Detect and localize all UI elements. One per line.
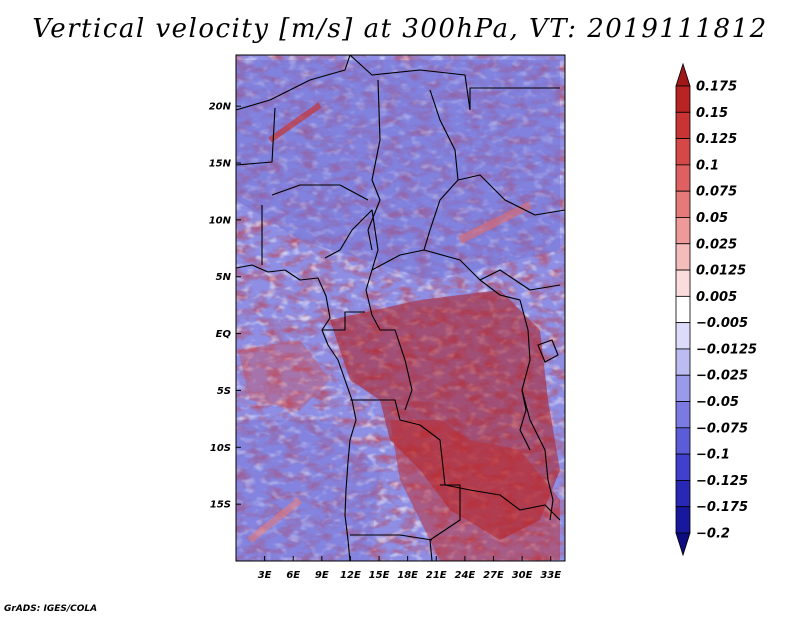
- lat-tick-label: 15N: [209, 159, 232, 170]
- lon-tick-label: 6E: [286, 570, 300, 581]
- field-layer: [236, 55, 565, 561]
- sahel-streak-2: [458, 201, 532, 244]
- colorbar-label: 0.025: [696, 237, 737, 252]
- colorbar-label: 0.175: [696, 80, 737, 95]
- lon-tick-label: 12E: [340, 570, 361, 581]
- lon-tick-label: 33E: [540, 570, 561, 581]
- colorbar-label: 0.0125: [696, 264, 746, 279]
- colorbar-segment: [675, 506, 691, 534]
- boundary-south-sudan: [479, 269, 561, 291]
- lat-tick-label: 5N: [216, 272, 232, 283]
- colorbar-label: −0.175: [696, 500, 748, 515]
- boundary-niger-nigeria: [271, 184, 369, 201]
- colorbar-segment: [675, 348, 691, 376]
- lat-tick-label: 5S: [217, 386, 231, 397]
- boundary-algeria-libya: [236, 55, 351, 111]
- colorbar-label: −0.2: [696, 527, 730, 542]
- colorbar-segment: [675, 295, 691, 324]
- lat-tick-label: 15S: [210, 500, 231, 511]
- country-boundaries: [236, 55, 565, 561]
- colorbar-segment: [675, 164, 691, 192]
- lat-tick-label: 20N: [209, 102, 232, 113]
- colorbar: 0.175 0.15 0.125 0.1 0.075 0.05 0.025 0.0125 0.0…: [675, 62, 757, 557]
- boundary-mali-niger: [236, 107, 276, 166]
- colorbar-label: −0.05: [696, 395, 739, 410]
- lon-tick-label: 9E: [315, 570, 329, 581]
- boundary-niger-chad: [367, 79, 381, 251]
- colorbar-label: −0.125: [696, 474, 748, 489]
- colorbar-label: −0.025: [696, 369, 748, 384]
- boundary-car: [371, 249, 521, 301]
- colorbar-segment: [675, 374, 691, 402]
- boundary-zambia: [469, 489, 561, 521]
- colorbar-segment: [675, 401, 691, 429]
- lon-tick-label: 24E: [454, 570, 475, 581]
- colorbar-label: −0.1: [696, 448, 730, 463]
- colorbar-segment: [675, 532, 691, 557]
- map-frame: [235, 54, 566, 562]
- colorbar-label: −0.075: [696, 421, 748, 436]
- lon-tick-label: 18E: [397, 570, 418, 581]
- colorbar-label: 0.005: [696, 290, 737, 305]
- coastline-west-africa: [236, 264, 357, 561]
- boundary-angola-zambia: [429, 484, 461, 561]
- colorbar-label: 0.075: [696, 185, 737, 200]
- colorbar-segment: [675, 138, 691, 166]
- lon-tick-label: 21E: [426, 570, 447, 581]
- boundary-gabon: [322, 311, 365, 331]
- colorbar-segment: [675, 322, 691, 350]
- boundary-congo-drc: [365, 289, 413, 411]
- latitude-axis: 20N 15N 10N 5N EQ 5S 10S 15S: [209, 102, 241, 511]
- lat-tick-label: 10S: [210, 443, 231, 454]
- lon-tick-label: 30E: [512, 570, 533, 581]
- colorbar-segment: [675, 190, 691, 218]
- colorbar-label: 0.1: [696, 158, 719, 173]
- colorbar-segment: [675, 243, 691, 271]
- colorbar-label: 0.125: [696, 132, 737, 147]
- lon-tick-label: 27E: [483, 570, 504, 581]
- colorbar-label: −0.0125: [696, 342, 757, 357]
- sahel-streak-3: [247, 497, 303, 543]
- boundary-namibia: [350, 534, 433, 541]
- colorbar-segment: [675, 217, 691, 245]
- colorbar-segment: [675, 111, 691, 139]
- boundary-libya-egypt: [349, 55, 471, 111]
- chart-title: Vertical velocity [m/s] at 300hPa, VT: 2…: [32, 14, 768, 44]
- grads-credit: GrADS: IGES/COLA: [4, 604, 98, 614]
- colorbar-segment: [675, 62, 691, 87]
- colorbar-label: −0.005: [696, 316, 748, 331]
- lat-tick-label: EQ: [216, 329, 232, 340]
- lake-malawi: [547, 479, 554, 521]
- lon-tick-label: 3E: [258, 570, 272, 581]
- colorbar-segment: [675, 453, 691, 481]
- boundary-sudan-east: [457, 174, 565, 216]
- colorbar-segment: [675, 85, 691, 113]
- lake-tanganyika: [519, 389, 531, 451]
- lat-tick-label: 10N: [209, 215, 232, 226]
- colorbar-segment: [675, 269, 691, 297]
- colorbar-segment: [675, 480, 691, 508]
- lon-tick-label: 15E: [369, 570, 390, 581]
- descent-region-north: [236, 60, 560, 280]
- colorbar-label: 0.15: [696, 106, 728, 121]
- sahel-streak-1: [268, 102, 322, 143]
- convective-region-west: [238, 340, 330, 410]
- colorbar-label: 0.05: [696, 211, 728, 226]
- boundary-libya-sudan: [469, 87, 560, 110]
- lake-victoria: [537, 339, 559, 363]
- longitude-axis: 3E 6E 9E 12E 15E 18E 21E 24E 27E 30E 33E: [258, 556, 561, 581]
- colorbar-segment: [675, 427, 691, 455]
